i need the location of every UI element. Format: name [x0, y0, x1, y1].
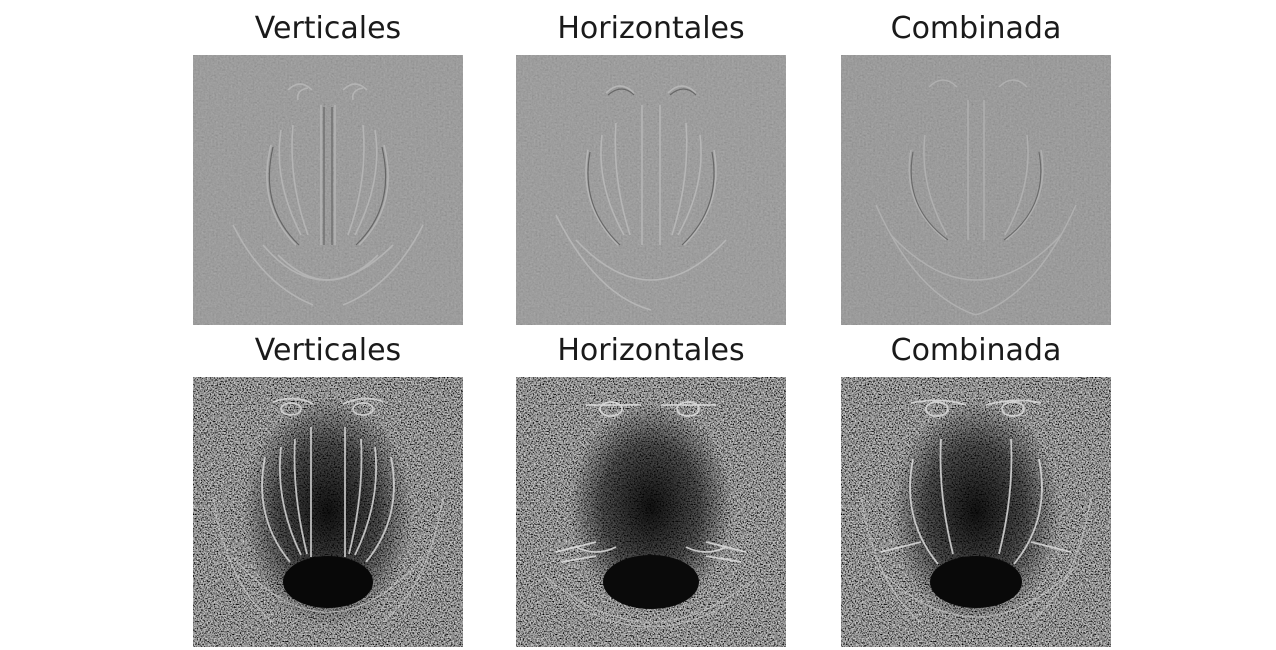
- panel-title: Combinada: [890, 11, 1062, 46]
- panel-title: Verticales: [254, 333, 402, 368]
- panel-title: Verticales: [254, 11, 402, 46]
- panel-title: Combinada: [890, 333, 1062, 368]
- edge-image-horizontal-dark: [516, 377, 786, 647]
- edge-image-vertical-gray: [193, 55, 463, 325]
- edge-image-combined-dark: [841, 377, 1111, 647]
- panel-title: Horizontales: [557, 333, 745, 368]
- edge-image-vertical-dark: [193, 377, 463, 647]
- edge-image-horizontal-gray: [516, 55, 786, 325]
- edge-image-combined-gray: [841, 55, 1111, 325]
- panel-title: Horizontales: [557, 11, 745, 46]
